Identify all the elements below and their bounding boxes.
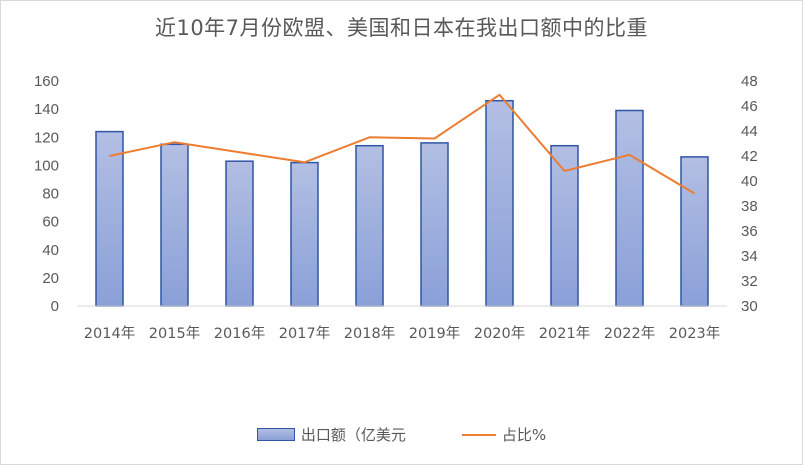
y-right-tick-42: 42 — [741, 148, 758, 165]
bar-3 — [225, 160, 254, 307]
bar-2 — [160, 143, 189, 307]
x-tick-label-3: 2016年 — [214, 325, 265, 342]
y-left-tick-80: 80 — [42, 186, 59, 203]
bar-4 — [290, 161, 319, 307]
y-right-tick-38: 38 — [741, 198, 758, 215]
bar-9 — [615, 109, 644, 307]
share-line — [109, 93, 696, 195]
x-tick-label-5: 2018年 — [344, 325, 395, 342]
chart-title: 近10年7月份欧盟、美国和日本在我出口额中的比重 — [154, 16, 649, 40]
y-right-tick-30: 30 — [741, 298, 758, 315]
x-tick-label-8: 2021年 — [539, 325, 590, 342]
y-right-tick-36: 36 — [741, 223, 758, 240]
x-tick-label-1: 2014年 — [84, 325, 135, 342]
y-right-tick-34: 34 — [741, 248, 758, 265]
legend-line-swatch — [461, 433, 496, 436]
bar-10 — [680, 156, 709, 307]
legend-bar-swatch — [256, 428, 295, 441]
y-right-tick-48: 48 — [741, 73, 758, 90]
y-left-tick-40: 40 — [42, 242, 59, 259]
y-right-tick-40: 40 — [741, 173, 758, 190]
y-right-tick-46: 46 — [741, 98, 758, 115]
bar-7 — [485, 99, 514, 307]
x-tick-label-6: 2019年 — [409, 325, 460, 342]
x-tick-label-2: 2015年 — [149, 325, 200, 342]
y-left-tick-140: 140 — [34, 101, 59, 118]
x-tick-label-4: 2017年 — [279, 325, 330, 342]
y-left-tick-160: 160 — [34, 73, 59, 90]
x-tick-label-9: 2022年 — [604, 325, 655, 342]
y-left-tick-60: 60 — [42, 214, 59, 231]
legend-item-export-value: 出口额（亿美元 — [256, 424, 406, 445]
bar-6 — [420, 142, 449, 307]
legend-label-export-value: 出口额（亿美元 — [300, 426, 406, 444]
legend-item-share: 占比% — [461, 424, 547, 445]
y-left-tick-20: 20 — [42, 270, 59, 287]
y-left-tick-120: 120 — [34, 129, 59, 146]
y-left-tick-0: 0 — [51, 298, 59, 315]
x-tick-label-7: 2020年 — [474, 325, 525, 342]
bar-8 — [550, 144, 579, 307]
chart-legend: 出口额（亿美元 占比% — [0, 424, 803, 445]
y-right-tick-44: 44 — [741, 123, 758, 140]
legend-label-share: 占比% — [501, 426, 547, 444]
bar-5 — [355, 144, 384, 307]
y-right-tick-32: 32 — [741, 273, 758, 290]
bar-1 — [95, 130, 124, 307]
x-tick-label-10: 2023年 — [669, 325, 720, 342]
y-left-tick-100: 100 — [34, 157, 59, 174]
